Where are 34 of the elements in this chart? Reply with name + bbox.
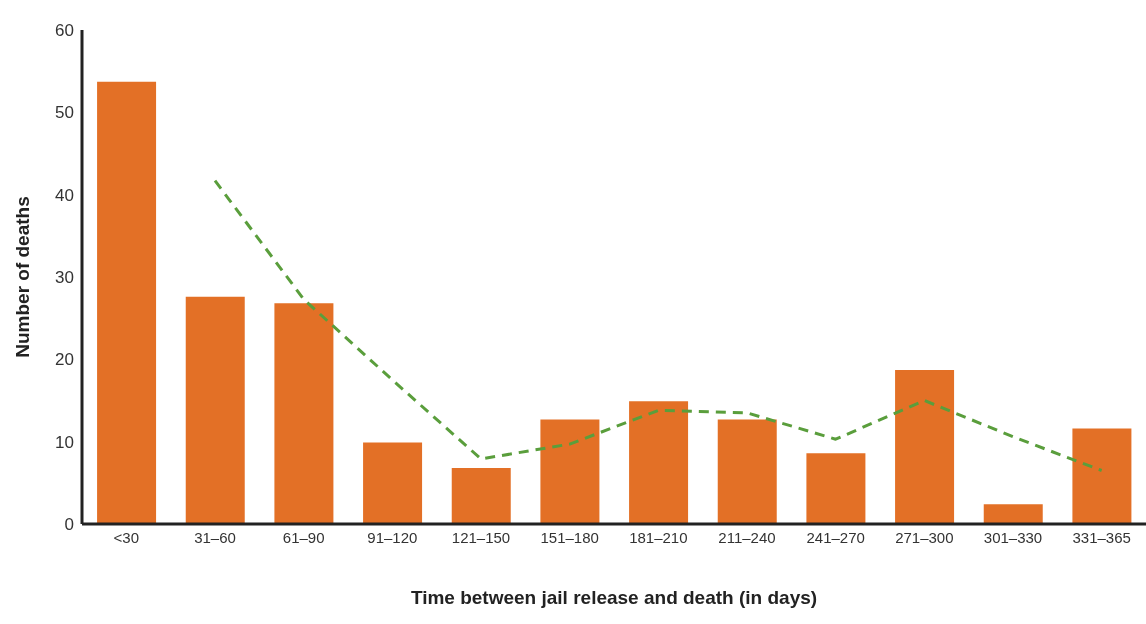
x-tick-label: 271–300 xyxy=(895,528,954,546)
x-tick-label: <30 xyxy=(113,528,140,546)
bar xyxy=(629,401,689,524)
bar xyxy=(983,504,1043,524)
bar xyxy=(1072,428,1132,524)
bar xyxy=(274,303,334,524)
bar xyxy=(363,442,423,524)
x-tick-label: 331–365 xyxy=(1072,528,1131,546)
bar xyxy=(97,81,157,524)
bar xyxy=(185,296,245,524)
y-tick-label: 40 xyxy=(55,185,74,205)
bar xyxy=(717,419,777,524)
y-tick-label: 0 xyxy=(64,515,74,535)
bar xyxy=(806,453,866,524)
x-tick-label: 301–330 xyxy=(983,528,1043,546)
y-tick-label: 10 xyxy=(55,432,74,452)
x-tick-label: 181–210 xyxy=(629,528,688,546)
y-tick-label: 50 xyxy=(55,103,74,123)
bar xyxy=(540,419,600,524)
x-axis-title: Time between jail release and death (in days) xyxy=(410,587,818,608)
y-tick-label: 60 xyxy=(55,21,74,41)
x-tick-label: 31–60 xyxy=(194,528,236,546)
x-tick-label: 211–240 xyxy=(718,528,776,546)
x-tick-label: 121–150 xyxy=(451,528,511,546)
line-series xyxy=(213,179,1104,472)
x-tick-label: 241–270 xyxy=(806,528,865,546)
y-axis-title: Number of deaths xyxy=(11,196,33,358)
bar xyxy=(451,468,511,524)
x-tick-label: 61–90 xyxy=(282,528,325,546)
x-tick-label: 91–120 xyxy=(367,528,418,546)
y-tick-label: 30 xyxy=(55,268,74,288)
y-tick-label: 20 xyxy=(55,350,74,370)
bar xyxy=(895,370,955,524)
x-tick-label: 151–180 xyxy=(540,528,599,546)
